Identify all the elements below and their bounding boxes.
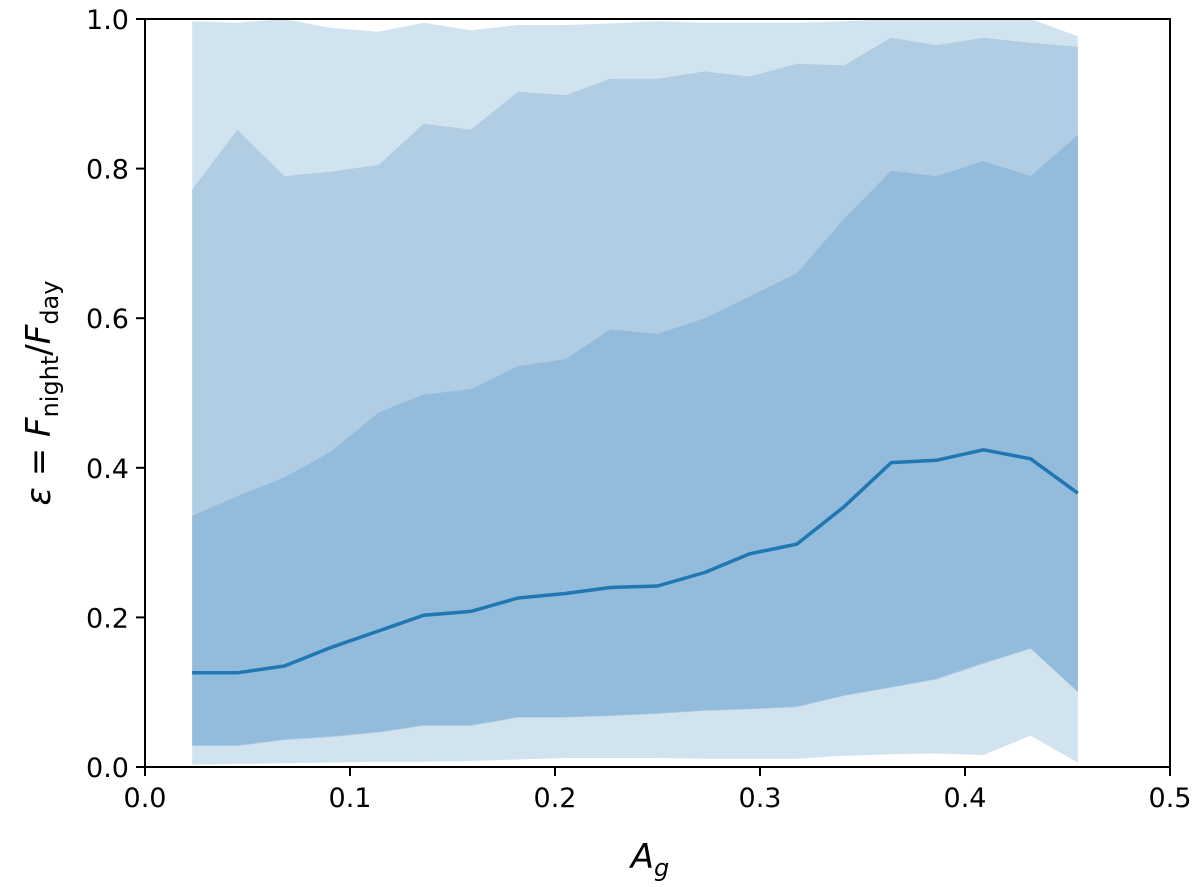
plot-area (192, 19, 1079, 765)
x-axis-label-main: A (629, 837, 654, 877)
y-tick-label: 1.0 (86, 5, 129, 36)
y-tick-label: 0.6 (86, 304, 129, 335)
x-tick-label: 0.2 (534, 783, 577, 814)
median-line (192, 448, 1079, 675)
x-tick-label: 0.1 (329, 783, 372, 814)
y-axis-label-numerator-subscript: night (36, 356, 64, 418)
y-tick-label: 0.2 (86, 603, 129, 634)
y-axis-label-denominator: F (19, 324, 59, 344)
y-tick-label: 0.4 (86, 454, 129, 485)
y-tick-label: 0.8 (86, 155, 129, 186)
y-tick-label: 0.0 (86, 753, 129, 784)
x-tick-label: 0.4 (944, 783, 987, 814)
x-axis-label-subscript: g (654, 854, 669, 882)
y-axis-label-slash: / (19, 344, 59, 356)
x-tick-label: 0.5 (1149, 783, 1192, 814)
y-axis-label: ε = Fnight/Fday (19, 281, 64, 506)
x-tick-label: 0.0 (124, 783, 167, 814)
y-axis-label-numerator: F (19, 417, 59, 437)
y-axis-label-denominator-subscript: day (36, 281, 64, 325)
band-inner (192, 134, 1078, 746)
axes-frame (144, 18, 1171, 768)
x-axis: 0.0 0.1 0.2 0.3 0.4 0.5 (124, 767, 1192, 814)
x-axis-label: Ag (629, 837, 670, 882)
y-axis-label-epsilon: ε (19, 487, 59, 505)
y-axis: 0.0 0.2 0.4 0.6 0.8 1.0 (86, 5, 145, 784)
y-axis-label-equals: = (19, 437, 59, 487)
axes-border (144, 18, 1171, 768)
x-tick-label: 0.3 (739, 783, 782, 814)
